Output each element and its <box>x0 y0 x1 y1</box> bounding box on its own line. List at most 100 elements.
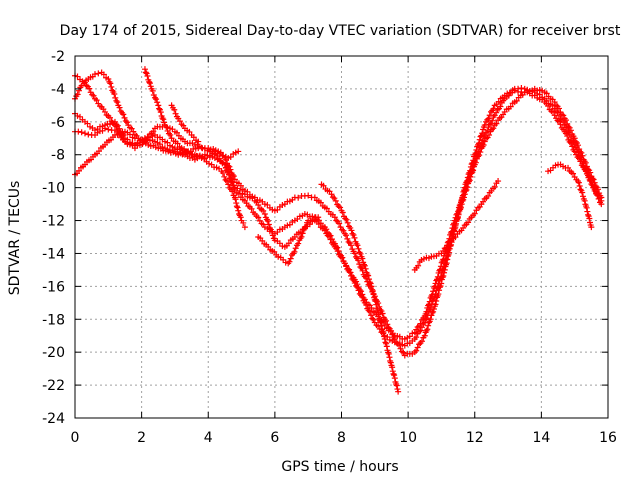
series-marker <box>437 263 444 270</box>
data-point <box>351 276 358 283</box>
data-point <box>148 85 155 92</box>
series-marker <box>440 256 447 263</box>
series-marker <box>554 109 561 116</box>
data-point <box>261 210 268 217</box>
data-point <box>151 125 158 132</box>
x-axis-title: GPS time / hours <box>281 459 398 475</box>
series-marker <box>387 359 394 366</box>
data-point <box>338 207 345 214</box>
series-marker <box>350 231 357 238</box>
series-marker <box>490 125 497 132</box>
data-point <box>155 145 162 152</box>
data-point <box>85 76 92 83</box>
series-marker <box>448 228 455 235</box>
series-marker <box>95 70 102 77</box>
series-marker <box>379 310 386 317</box>
series-marker <box>365 276 372 283</box>
series-marker <box>122 118 129 125</box>
series-marker <box>156 105 163 112</box>
data-point <box>598 201 605 208</box>
data-point <box>271 207 278 214</box>
data-point <box>171 128 178 135</box>
series-marker <box>453 211 460 218</box>
series-marker <box>150 91 157 98</box>
series-marker <box>465 176 472 183</box>
series-marker <box>377 319 384 326</box>
series-marker <box>359 267 366 274</box>
series-marker <box>463 183 470 190</box>
x-tick-label: 6 <box>270 430 279 446</box>
series-marker <box>484 116 491 123</box>
series-marker <box>355 257 362 264</box>
data-point <box>295 240 302 247</box>
series-marker <box>386 354 393 361</box>
series-marker <box>349 230 356 237</box>
data-point <box>205 145 212 152</box>
series-marker <box>580 193 587 200</box>
data-point <box>501 95 508 102</box>
data-point <box>275 253 282 260</box>
series-marker <box>234 204 241 211</box>
data-point <box>251 210 258 217</box>
series-marker <box>424 326 431 333</box>
series-marker <box>287 255 294 262</box>
data-point <box>261 201 268 208</box>
data-point <box>391 332 398 339</box>
data-point <box>511 85 518 92</box>
data-point <box>301 192 308 199</box>
series-marker <box>366 279 373 286</box>
data-point <box>111 122 118 129</box>
data-point <box>105 76 112 83</box>
series-marker <box>347 269 354 276</box>
series-marker <box>479 137 486 144</box>
series-marker <box>505 92 512 99</box>
series-marker <box>285 240 292 247</box>
series-marker <box>357 250 364 257</box>
data-point <box>401 336 408 343</box>
series-marker <box>361 262 368 269</box>
series-marker <box>452 234 459 241</box>
data-point <box>501 108 508 115</box>
series-trace-6 <box>142 69 247 226</box>
data-point <box>321 204 328 211</box>
series-marker <box>153 96 160 103</box>
series-marker <box>383 340 390 347</box>
series-marker <box>226 171 233 178</box>
series-marker <box>590 184 597 191</box>
series-marker <box>360 261 367 268</box>
series-marker <box>449 225 456 232</box>
x-tick-label: 14 <box>532 430 550 446</box>
data-point <box>481 131 488 138</box>
data-point <box>581 197 588 204</box>
y-tick-label: -10 <box>42 181 65 197</box>
data-point <box>491 112 498 119</box>
y-tick-label: -14 <box>42 246 65 262</box>
series-marker <box>450 221 457 228</box>
series-marker <box>348 242 355 249</box>
series-marker <box>337 204 344 211</box>
data-point <box>575 178 582 185</box>
series-marker <box>456 202 463 209</box>
x-tick-label: 2 <box>137 430 146 446</box>
series-marker <box>334 248 341 255</box>
series-marker <box>370 290 377 297</box>
series-marker <box>223 178 230 185</box>
series-marker <box>222 176 229 183</box>
series-marker <box>485 115 492 122</box>
series-marker <box>144 73 151 80</box>
series-marker <box>383 343 390 350</box>
series-marker <box>357 263 364 270</box>
data-point <box>78 82 85 89</box>
data-point <box>175 151 182 158</box>
data-point <box>391 339 398 346</box>
series-marker <box>590 176 597 183</box>
data-point <box>531 89 538 96</box>
data-point <box>281 224 288 231</box>
series-marker <box>472 155 479 162</box>
series-marker <box>465 177 472 184</box>
series-trace-5 <box>73 128 136 177</box>
series-marker <box>315 221 322 228</box>
data-point <box>98 69 105 76</box>
data-point <box>421 319 428 326</box>
